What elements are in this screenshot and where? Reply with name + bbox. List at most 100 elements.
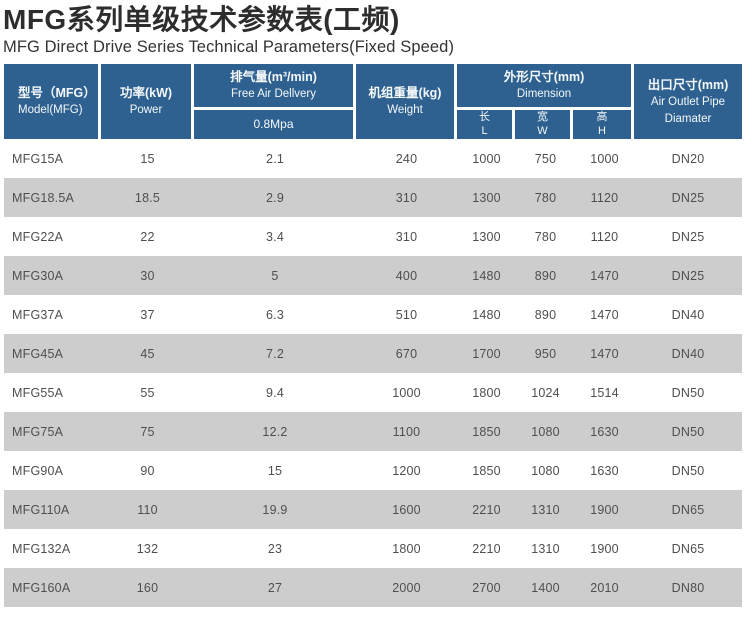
header-power: 功率(kW) Power <box>101 64 194 139</box>
power-cell: 110 <box>137 502 158 517</box>
power-cell: 15 <box>140 151 155 166</box>
header-length-en: L <box>481 124 488 137</box>
table-row: MFG110A 110 19.9 1600 2210 1310 1900 DN65 <box>4 490 742 529</box>
header-weight-en: Weight <box>387 104 423 117</box>
header-length: 长 L <box>457 110 515 139</box>
width-cell: 780 <box>534 190 557 205</box>
model-cell: MFG30A <box>12 268 64 283</box>
length-cell: 1800 <box>472 385 501 400</box>
header-width: 宽 W <box>515 110 573 139</box>
width-cell: 1080 <box>531 424 560 439</box>
table-row: MFG132A 132 23 1800 2210 1310 1900 DN65 <box>4 529 742 568</box>
height-cell: 1120 <box>590 190 619 205</box>
power-cell: 90 <box>140 463 155 478</box>
outlet-cell: DN65 <box>671 541 705 556</box>
model-cell: MFG15A <box>12 151 64 166</box>
outlet-cell: DN80 <box>671 580 705 595</box>
length-cell: 1480 <box>472 307 501 322</box>
weight-cell: 310 <box>395 190 418 205</box>
power-cell: 160 <box>136 580 159 595</box>
height-cell: 1470 <box>590 268 619 283</box>
width-cell: 950 <box>534 346 557 361</box>
power-cell: 45 <box>140 346 155 361</box>
width-cell: 890 <box>534 307 557 322</box>
header-dimension: 外形尺寸(mm) Dimension 长 L 宽 W 高 H <box>457 64 634 139</box>
fad-cell: 2.9 <box>266 190 284 205</box>
page-subtitle: MFG Direct Drive Series Technical Parame… <box>3 38 455 56</box>
header-weight-zh: 机组重量(kg) <box>368 86 442 101</box>
weight-cell: 240 <box>395 151 418 166</box>
model-cell: MFG18.5A <box>12 190 75 205</box>
weight-cell: 1800 <box>392 541 421 556</box>
length-cell: 1300 <box>472 190 501 205</box>
power-cell: 55 <box>140 385 155 400</box>
table-header: 型号（MFG） Model(MFG) 功率(kW) Power 排气量(m³/m… <box>4 64 742 139</box>
weight-cell: 1000 <box>392 385 421 400</box>
length-cell: 1850 <box>472 424 501 439</box>
header-outlet-en: Air Outlet Pipe Diamater <box>650 95 726 125</box>
header-width-en: W <box>537 124 548 137</box>
header-model: 型号（MFG） Model(MFG) <box>4 64 101 139</box>
fad-cell: 12.2 <box>262 424 288 439</box>
fad-cell: 3.4 <box>266 229 284 244</box>
outlet-cell: DN65 <box>671 502 705 517</box>
power-cell: 18.5 <box>134 190 161 205</box>
height-cell: 1630 <box>590 424 619 439</box>
fad-cell: 15 <box>267 463 283 478</box>
model-cell: MFG90A <box>12 463 64 478</box>
width-cell: 750 <box>534 151 557 166</box>
title-block: MFG系列单级技术参数表(工频) MFG Direct Drive Series… <box>0 0 746 57</box>
header-dimension-subcolumns: 长 L 宽 W 高 H <box>457 110 631 139</box>
header-width-zh: 宽 <box>537 110 548 123</box>
power-cell: 30 <box>140 268 155 283</box>
outlet-cell: DN25 <box>671 190 705 205</box>
header-model-en: Model(MFG) <box>18 104 83 117</box>
model-cell: MFG55A <box>12 385 64 400</box>
header-model-zh: 型号（MFG） <box>18 86 96 101</box>
length-cell: 1850 <box>472 463 501 478</box>
outlet-cell: DN25 <box>671 229 705 244</box>
header-length-zh: 长 <box>479 110 490 123</box>
width-cell: 1080 <box>531 463 560 478</box>
height-cell: 1470 <box>590 307 619 322</box>
model-cell: MFG160A <box>12 580 71 595</box>
height-cell: 1900 <box>590 502 619 517</box>
table-row: MFG30A 30 5 400 1480 890 1470 DN25 <box>4 256 742 295</box>
fad-cell: 7.2 <box>266 346 284 361</box>
width-cell: 1024 <box>531 385 560 400</box>
height-cell: 2010 <box>590 580 619 595</box>
header-outlet-size: 出口尺寸(mm) Air Outlet Pipe Diamater <box>634 64 742 139</box>
length-cell: 2210 <box>472 502 501 517</box>
model-cell: MFG75A <box>12 424 64 439</box>
model-cell: MFG132A <box>12 541 71 556</box>
weight-cell: 510 <box>395 307 418 322</box>
table-row: MFG37A 37 6.3 510 1480 890 1470 DN40 <box>4 295 742 334</box>
table-row: MFG90A 90 15 1200 1850 1080 1630 DN50 <box>4 451 742 490</box>
header-dimension-en: Dimension <box>516 88 572 101</box>
weight-cell: 400 <box>395 268 418 283</box>
table-row: MFG18.5A 18.5 2.9 310 1300 780 1120 DN25 <box>4 178 742 217</box>
header-fad-en: Free Air Dellvery <box>231 88 316 101</box>
outlet-cell: DN40 <box>671 307 705 322</box>
table-row: MFG75A 75 12.2 1100 1850 1080 1630 DN50 <box>4 412 742 451</box>
height-cell: 1470 <box>590 346 619 361</box>
header-outlet-zh: 出口尺寸(mm) <box>647 77 729 92</box>
fad-cell: 5 <box>271 268 279 283</box>
length-cell: 1700 <box>472 346 501 361</box>
power-cell: 37 <box>140 307 155 322</box>
length-cell: 1300 <box>472 229 501 244</box>
table-row: MFG45A 45 7.2 670 1700 950 1470 DN40 <box>4 334 742 373</box>
parameters-table: 型号（MFG） Model(MFG) 功率(kW) Power 排气量(m³/m… <box>4 64 742 607</box>
fad-cell: 23 <box>267 541 283 556</box>
length-cell: 1000 <box>472 151 501 166</box>
outlet-cell: DN50 <box>671 424 705 439</box>
weight-cell: 1200 <box>392 463 421 478</box>
power-cell: 22 <box>140 229 155 244</box>
model-cell: MFG45A <box>12 346 64 361</box>
width-cell: 780 <box>534 229 557 244</box>
header-fad-top: 排气量(m³/min) Free Air Dellvery <box>194 64 353 110</box>
model-cell: MFG110A <box>12 502 70 517</box>
table-row: MFG22A 22 3.4 310 1300 780 1120 DN25 <box>4 217 742 256</box>
height-cell: 1514 <box>590 385 619 400</box>
outlet-cell: DN50 <box>671 463 705 478</box>
